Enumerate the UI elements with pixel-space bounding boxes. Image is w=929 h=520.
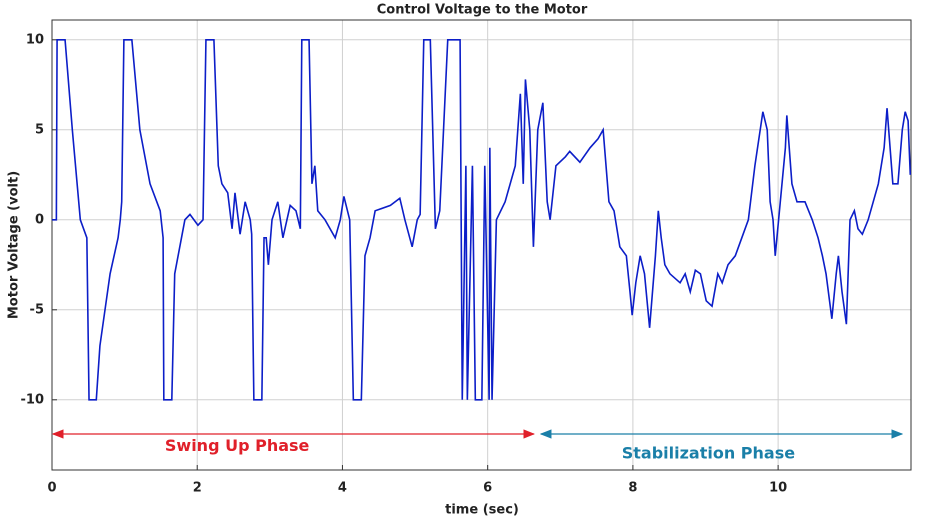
x-tick-label: 4 [338, 481, 347, 496]
y-tick-label: 5 [35, 122, 44, 137]
x-tick-label: 0 [47, 481, 56, 496]
x-axis-label: time (sec) [445, 503, 519, 518]
chart-title: Control Voltage to the Motor [377, 3, 588, 18]
x-tick-label: 6 [483, 481, 492, 496]
x-tick-label: 2 [193, 481, 202, 496]
x-tick-label: 10 [769, 481, 787, 496]
plot-frame [51, 19, 912, 471]
y-tick-label: -5 [30, 302, 44, 317]
data-line [52, 39, 912, 401]
y-tick-label: -10 [21, 392, 45, 407]
x-tick-label: 8 [628, 481, 637, 496]
y-axis-label: Motor Voltage (volt) [7, 171, 22, 319]
y-tick-label: 0 [35, 212, 44, 227]
phase-label: Swing Up Phase [165, 436, 310, 455]
phase-label: Stabilization Phase [622, 443, 796, 462]
y-tick-label: 10 [26, 32, 44, 47]
